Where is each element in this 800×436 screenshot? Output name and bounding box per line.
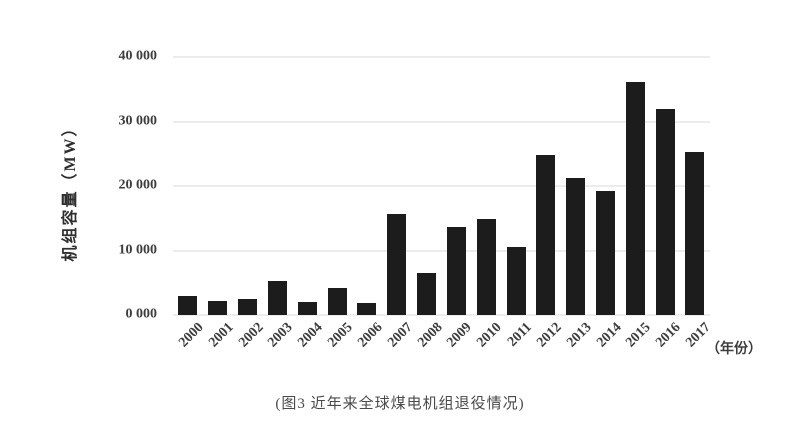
y-axis-tick-labels: 0 000 10 000 20 000 30 000 40 000 [60, 49, 158, 322]
x-tick-label-2007: 2007 [384, 320, 416, 351]
x-axis-unit-label: （年份） [706, 342, 762, 357]
y-tick-label-0: 0 000 [125, 306, 158, 322]
x-tick-label-2004: 2004 [295, 320, 326, 351]
bar-2011 [506, 247, 526, 315]
bar-2006 [357, 302, 377, 315]
y-tick-label-10000: 10 000 [118, 242, 158, 258]
x-tick-label-2003: 2003 [265, 320, 297, 351]
bars-layer [173, 57, 710, 315]
bar-2005 [327, 287, 347, 315]
bar-2016 [655, 108, 675, 315]
bar-2012 [536, 155, 556, 315]
gridline-40000 [173, 56, 710, 58]
x-tick-label-2016: 2016 [653, 320, 684, 351]
gridline-30000 [173, 121, 710, 122]
gridline-0 [173, 314, 710, 316]
x-tick-label-2010: 2010 [474, 320, 505, 351]
x-tick-label-2001: 2001 [205, 320, 237, 351]
x-tick-label-2005: 2005 [325, 320, 356, 351]
bar-2015 [625, 81, 645, 315]
x-tick-label-2008: 2008 [414, 320, 446, 351]
x-tick-label-2015: 2015 [623, 320, 655, 351]
x-tick-label-2013: 2013 [563, 320, 595, 351]
bar-2017 [685, 151, 705, 315]
x-tick-label-2009: 2009 [444, 320, 476, 351]
y-tick-label-30000: 30 000 [118, 113, 158, 129]
gridline-20000 [173, 185, 710, 187]
bar-2002 [238, 298, 258, 315]
x-tick-label-2012: 2012 [534, 320, 565, 351]
y-tick-label-20000: 20 000 [118, 177, 158, 193]
x-axis-tick-labels: 2000 2001 2002 2003 2004 2005 2006 2007 2008 2009… [173, 320, 714, 370]
bar-2003 [267, 280, 287, 315]
bar-2000 [178, 295, 198, 315]
figure-caption: (图3 近年来全球煤电机组退役情况) [275, 396, 525, 412]
bar-2008 [417, 273, 437, 315]
gridline-10000 [173, 250, 710, 251]
bar-2004 [297, 302, 317, 315]
bar-2009 [446, 227, 466, 315]
x-tick-label-2011: 2011 [504, 320, 535, 350]
x-tick-label-2006: 2006 [355, 320, 386, 351]
bar-2013 [566, 178, 586, 315]
bar-2010 [476, 218, 496, 315]
bar-2014 [596, 190, 615, 315]
y-tick-label-40000: 40 000 [118, 48, 158, 64]
bar-2001 [208, 300, 228, 315]
x-tick-label-2000: 2000 [176, 320, 207, 351]
plot-area [173, 56, 710, 316]
x-tick-label-2002: 2002 [235, 320, 267, 351]
x-tick-label-2014: 2014 [593, 320, 625, 351]
bar-2007 [387, 213, 407, 315]
